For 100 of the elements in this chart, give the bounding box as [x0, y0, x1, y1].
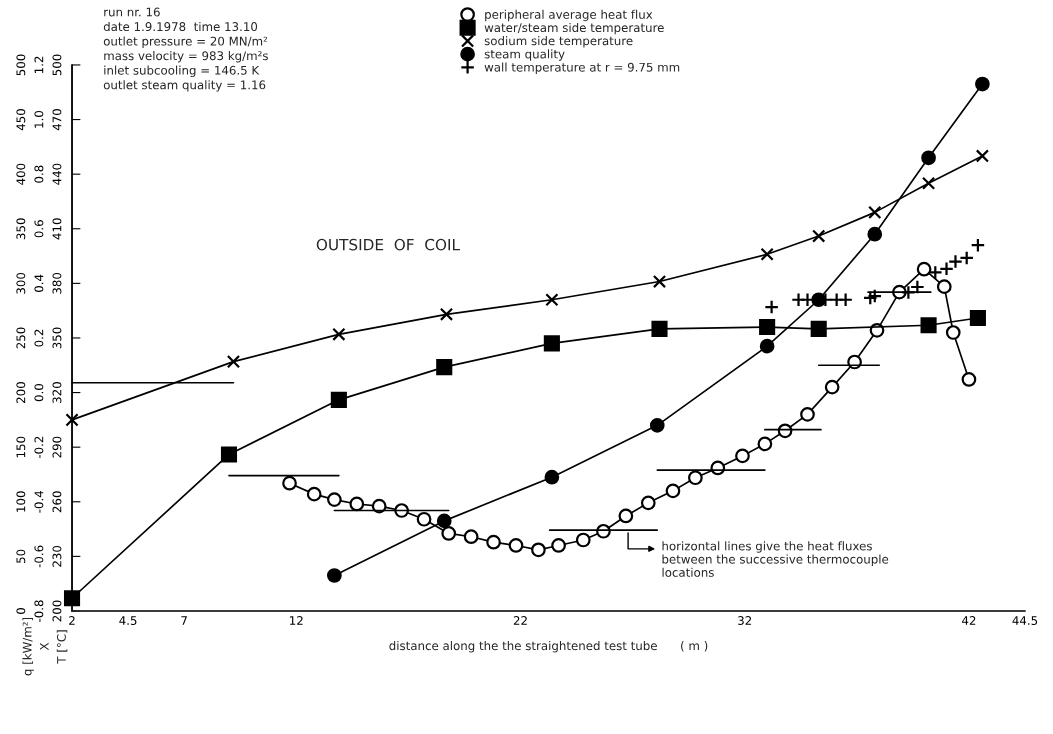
point: [800, 407, 815, 422]
y-axis-title: q [kW/m²]: [22, 617, 34, 676]
point: [760, 247, 774, 261]
point: [757, 436, 773, 452]
y3-tick-label: 500: [52, 54, 62, 76]
y-tick-label: 200: [16, 382, 26, 403]
point: [282, 475, 297, 491]
y3-tick-label: 200: [52, 600, 62, 622]
point: [652, 274, 667, 289]
x-tick-label: 32: [738, 616, 752, 625]
y3-tick-label: 440: [52, 163, 62, 185]
point: [349, 496, 365, 512]
x-axis-title: distance along the the straightened test tube ( m ): [389, 641, 708, 653]
point: [959, 250, 975, 266]
point: [332, 327, 346, 341]
y2-tick-label: 0.6: [34, 220, 44, 238]
point: [439, 307, 454, 321]
y-tick-label: 350: [16, 218, 26, 240]
point: [226, 354, 241, 369]
x-tick-label: 44.5: [1012, 616, 1038, 625]
point: [327, 568, 342, 583]
y-tick-label: 100: [16, 491, 26, 512]
legend-label: wall temperature at r = 9.75 mm: [484, 62, 680, 74]
point: [921, 150, 936, 166]
annotation: run nr. 16 date 1.9.1978 time 13.10 outlet pressure = 20 MN/m² mass velocity = 983 kg/m²s inlet subcooling = 146.5 K outlet steam quality = 1.16: [103, 7, 268, 92]
point: [651, 320, 668, 337]
y3-tick-label: 290: [52, 436, 62, 458]
y2-tick-label: -0.8: [34, 600, 44, 622]
point: [764, 299, 779, 315]
point: [868, 205, 882, 220]
legend-label: water/steam side temperature: [484, 22, 664, 35]
annotation: OUTSIDE OF COIL: [316, 238, 460, 251]
x-tick-label: 2: [69, 616, 75, 625]
point: [735, 448, 750, 464]
point: [486, 534, 501, 550]
point: [327, 492, 342, 507]
point: [921, 176, 936, 190]
point: [838, 292, 853, 308]
point: [618, 508, 634, 524]
point: [867, 226, 883, 242]
y3-tick-label: 350: [52, 327, 62, 349]
y2-axis-title: X: [39, 642, 49, 651]
y2-tick-label: -0.4: [34, 490, 44, 513]
point: [970, 237, 986, 253]
y-tick-label: 500: [16, 54, 26, 76]
point: [575, 532, 591, 548]
legend-label: sodium side temperature: [484, 36, 633, 48]
point: [220, 446, 238, 463]
y2-tick-label: 0.8: [34, 165, 44, 183]
y2-tick-label: 0.2: [34, 329, 44, 347]
point: [975, 76, 990, 92]
point: [945, 325, 961, 340]
point: [916, 261, 932, 277]
point: [824, 379, 840, 395]
point: [551, 538, 566, 553]
y2-tick-label: 0.0: [34, 383, 44, 402]
point: [665, 483, 681, 499]
point: [531, 542, 546, 558]
point: [544, 469, 560, 485]
y3-tick-label: 320: [52, 382, 62, 403]
y3-axis-title: T [°C]: [56, 630, 68, 664]
point: [812, 229, 826, 243]
y2-tick-label: -0.6: [34, 545, 44, 568]
point: [640, 495, 656, 511]
y-tick-label: 250: [16, 327, 26, 349]
point: [441, 526, 457, 541]
point: [936, 279, 952, 294]
y3-tick-label: 470: [52, 109, 62, 131]
point: [810, 320, 827, 337]
x-tick-label: 4.5: [119, 616, 137, 625]
point: [545, 293, 559, 307]
legend-label: peripheral average heat flux: [485, 9, 653, 22]
point: [759, 338, 775, 354]
point: [306, 486, 322, 502]
y3-tick-label: 410: [52, 218, 62, 240]
point: [759, 319, 776, 336]
y-tick-label: 150: [16, 436, 26, 458]
point: [416, 511, 432, 527]
point: [543, 335, 560, 352]
point: [508, 538, 524, 553]
y-tick-label: 400: [16, 163, 26, 185]
point: [436, 359, 453, 376]
point: [649, 417, 665, 433]
y-tick-label: 0: [16, 608, 26, 614]
y2-tick-label: 0.4: [34, 274, 44, 292]
point: [688, 470, 703, 486]
x-tick-label: 42: [962, 616, 976, 625]
legend-label: steam quality: [484, 49, 565, 61]
y3-tick-label: 230: [52, 545, 62, 567]
y3-tick-label: 380: [52, 272, 62, 294]
point: [436, 513, 452, 529]
y-tick-label: 50: [16, 549, 26, 563]
point: [330, 391, 347, 408]
x-tick-label: 7: [181, 616, 187, 625]
point: [975, 149, 990, 163]
point: [969, 309, 986, 326]
point: [920, 317, 937, 334]
y-tick-label: 450: [16, 109, 26, 131]
annotation: horizontal lines give the heat fluxes between the successive thermocouple locations: [662, 541, 889, 577]
x-tick-label: 12: [290, 616, 303, 625]
